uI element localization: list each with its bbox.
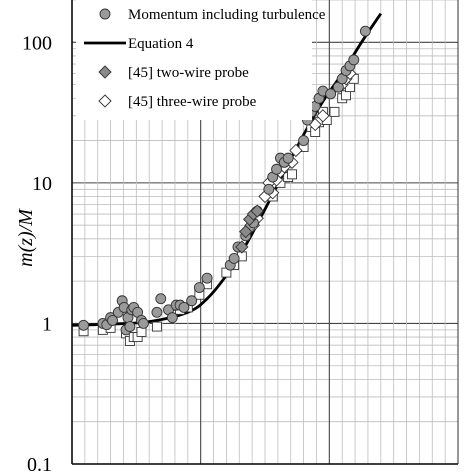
y-tick-labels: 0.1 1 10 100 xyxy=(22,32,52,474)
momentum-including-turbulence-point xyxy=(151,306,163,318)
45-three-wire-probe-point xyxy=(316,109,330,123)
y-tick-label: 100 xyxy=(22,32,52,54)
legend-entry-label: Equation 4 xyxy=(128,36,194,52)
momentum-including-turbulence-point xyxy=(201,272,213,284)
momentum-including-turbulence-point xyxy=(228,252,240,264)
45-two-wire-probe-point xyxy=(239,224,253,239)
momentum-including-turbulence-point xyxy=(348,54,360,66)
open-squares-point xyxy=(341,90,352,101)
open-squares-point xyxy=(329,106,340,117)
momentum-including-turbulence-point xyxy=(155,293,167,305)
legend: Momentum including turbulence Equation 4 [… xyxy=(76,0,326,120)
momentum-including-turbulence-point xyxy=(359,25,371,37)
y-tick-label: 1 xyxy=(42,313,52,335)
momentum-including-turbulence-point xyxy=(271,163,283,175)
momentum-including-turbulence-point xyxy=(325,88,337,100)
y-tick-label: 10 xyxy=(32,173,52,195)
legend-entry-label: Momentum including turbulence xyxy=(128,7,326,23)
45-three-wire-probe-point xyxy=(289,143,303,158)
legend-entry-label: [45] two-wire probe xyxy=(128,65,249,81)
45-two-wire-probe-point xyxy=(250,204,264,218)
open-squares-point xyxy=(136,326,147,337)
plot-area xyxy=(71,0,458,465)
momentum-including-turbulence-point xyxy=(166,312,178,324)
momentum-including-turbulence-point xyxy=(263,183,275,195)
legend-box xyxy=(76,0,312,120)
legend-marker-icon xyxy=(99,8,111,20)
open-squares-point xyxy=(151,321,162,332)
momentum-including-turbulence-point xyxy=(178,301,190,313)
legend-marker-icon xyxy=(98,94,112,108)
momentum-including-turbulence-point xyxy=(107,315,118,326)
momentum-including-turbulence-point xyxy=(124,321,136,333)
y-axis-label: m(z)/M xyxy=(15,208,37,267)
momentum-including-turbulence-point xyxy=(193,282,205,294)
legend-entry-label: [45] three-wire probe xyxy=(128,94,257,110)
y-tick-label: 0.1 xyxy=(27,454,52,474)
momentum-including-turbulence-point xyxy=(78,319,90,331)
momentum-including-turbulence-point xyxy=(137,317,149,329)
open-squares-point xyxy=(287,169,297,180)
45-two-wire-probe-point xyxy=(235,240,249,254)
momentum-including-turbulence-point xyxy=(186,295,198,307)
momentum-including-turbulence-point xyxy=(282,152,294,164)
legend-marker-icon xyxy=(98,65,112,79)
momentum-including-turbulence-point xyxy=(298,135,310,147)
